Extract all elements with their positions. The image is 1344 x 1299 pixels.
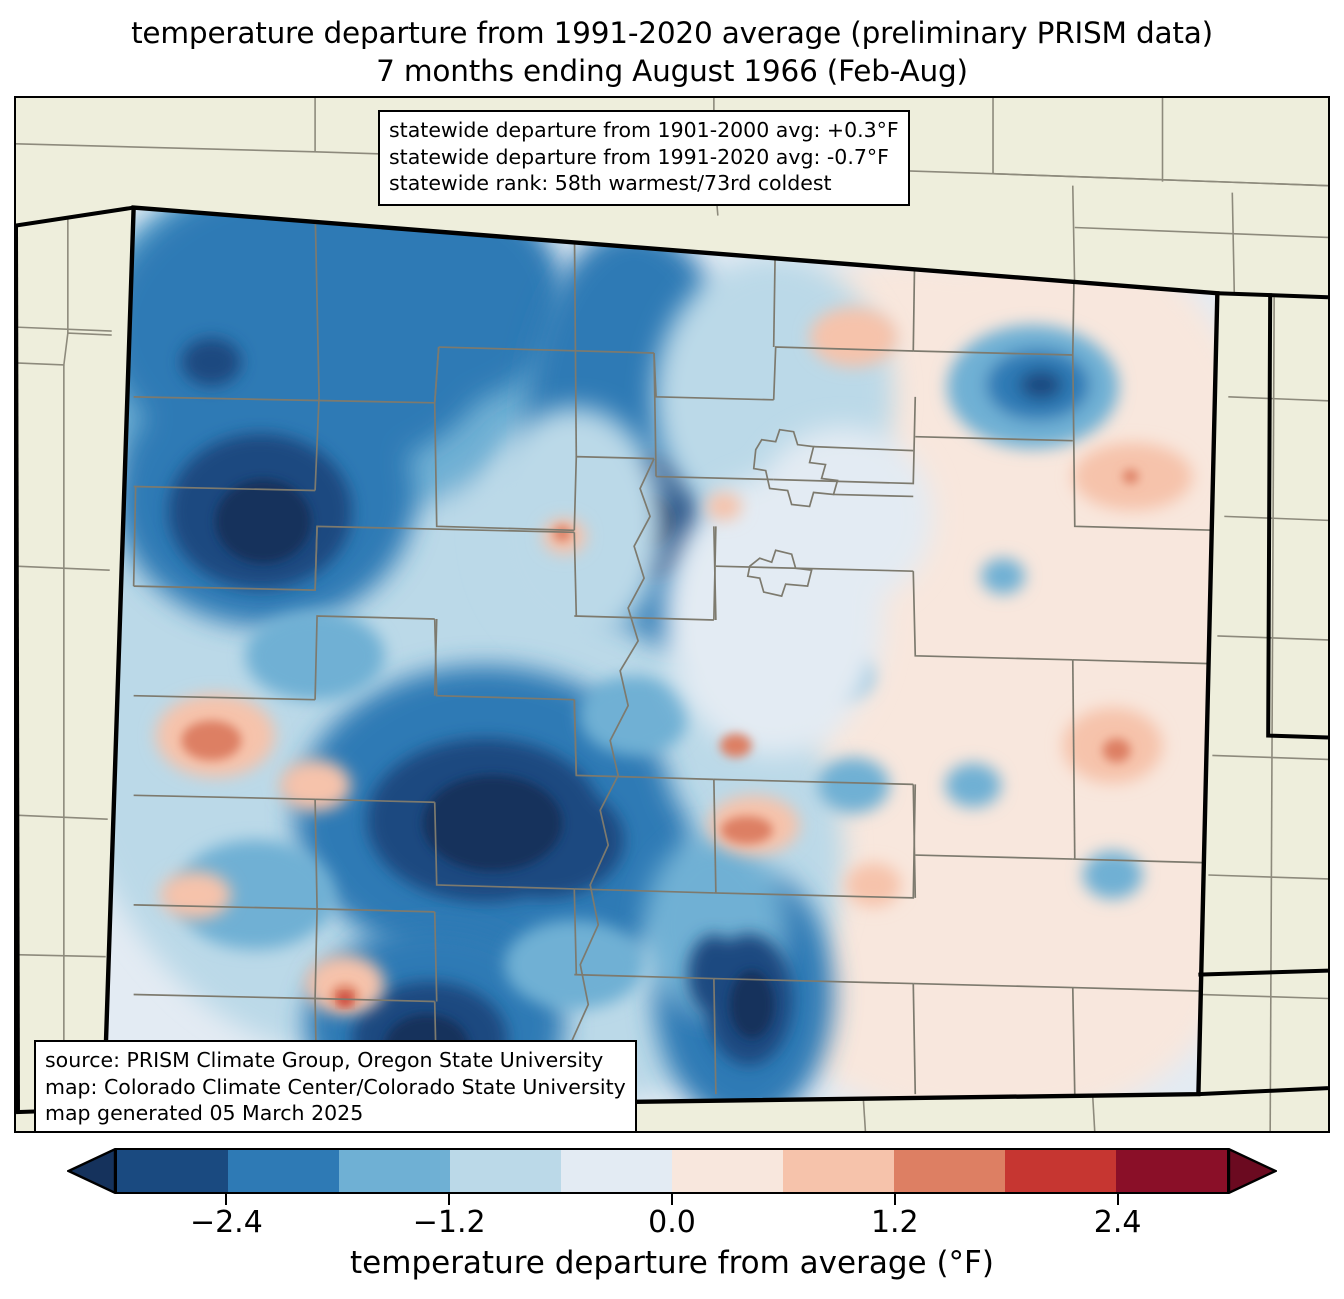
colorbar-axis-label: temperature departure from average (°F)	[350, 1245, 994, 1281]
colorbar-bands	[115, 1148, 1229, 1194]
temperature-anomaly-field	[103, 207, 1218, 1110]
colorbar-tick-label: 2.4	[1093, 1205, 1142, 1240]
map-frame: statewide departure from 1901-2000 avg: …	[14, 96, 1330, 1133]
colorbar-ticks	[68, 1194, 1276, 1208]
statewide-stats-box: statewide departure from 1901-2000 avg: …	[378, 110, 910, 206]
colorbar-band	[339, 1150, 450, 1192]
colorbar-tick-label: −1.2	[412, 1205, 486, 1240]
title-line-2: 7 months ending August 1966 (Feb-Aug)	[376, 54, 968, 88]
colorbar-under-arrow	[67, 1148, 116, 1194]
source-line-2: map: Colorado Climate Center/Colorado St…	[45, 1074, 626, 1099]
colorbar-tick	[225, 1194, 228, 1205]
colorbar-tick-label: 1.2	[870, 1205, 919, 1240]
colorbar-band	[450, 1150, 561, 1192]
colorbar-tick	[1116, 1194, 1119, 1205]
colorbar-over-arrow	[1228, 1148, 1277, 1194]
colorbar-tick-label: 0.0	[648, 1205, 696, 1240]
source-line-3: map generated 05 March 2025	[45, 1101, 364, 1125]
colorbar-band	[228, 1150, 339, 1192]
colorbar-band	[117, 1150, 228, 1192]
source-credit-box: source: PRISM Climate Group, Oregon Stat…	[34, 1040, 637, 1131]
source-line-1: source: PRISM Climate Group, Oregon Stat…	[45, 1048, 604, 1072]
colorbar-band	[672, 1150, 783, 1192]
colorbar-band	[894, 1150, 1005, 1192]
colorbar-tick	[448, 1194, 451, 1205]
colorbar-band	[561, 1150, 672, 1192]
colorbar-tick-labels: −2.4 −1.2 0.0 1.2 2.4	[0, 1204, 1344, 1246]
colorbar	[67, 1148, 1277, 1194]
stats-line-2: statewide departure from 1991-2020 avg: …	[389, 144, 889, 169]
colorbar-tick	[893, 1194, 896, 1205]
colorbar-group: −2.4 −1.2 0.0 1.2 2.4	[0, 1140, 1344, 1250]
stats-line-3: statewide rank: 58th warmest/73rd coldes…	[389, 171, 832, 195]
stats-line-1: statewide departure from 1901-2000 avg: …	[389, 118, 899, 142]
colorado-temperature-anomaly-map	[16, 98, 1328, 1131]
colorbar-band	[783, 1150, 894, 1192]
page-title: temperature departure from 1991-2020 ave…	[0, 14, 1344, 90]
title-line-1: temperature departure from 1991-2020 ave…	[131, 16, 1213, 50]
colorbar-band	[1116, 1150, 1227, 1192]
colorbar-band	[1005, 1150, 1116, 1192]
colorbar-tick-label: −2.4	[189, 1205, 263, 1240]
colorbar-tick	[670, 1194, 674, 1205]
